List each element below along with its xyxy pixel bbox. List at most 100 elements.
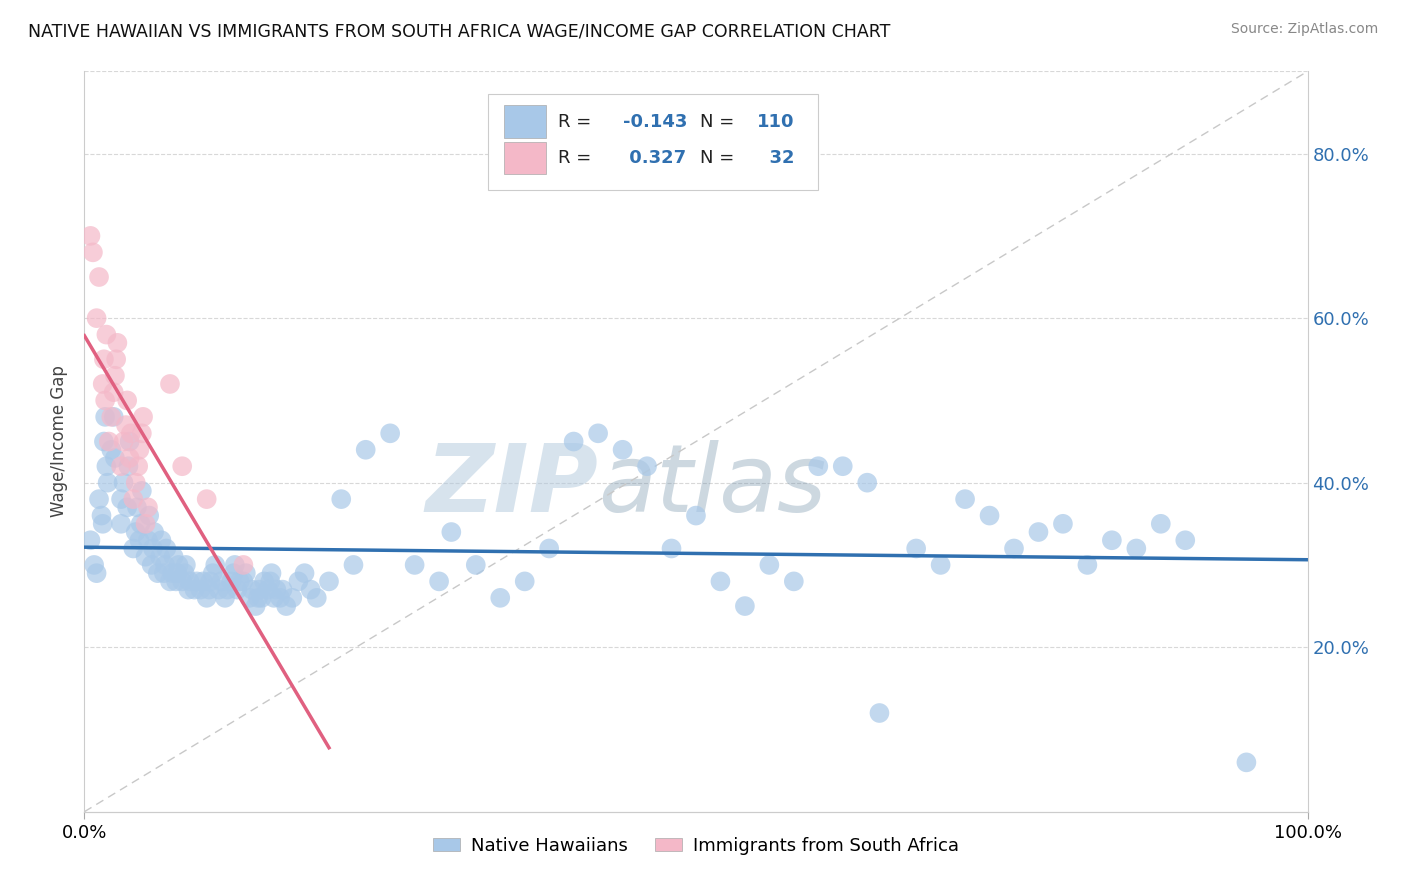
Point [96, 459, 118, 474]
Point [104, 368, 127, 383]
Point [172, 459, 194, 474]
Point [276, 599, 298, 613]
Point [198, 582, 221, 597]
Point [190, 582, 212, 597]
Point [1002, 541, 1025, 556]
Point [342, 558, 364, 572]
Point [186, 574, 208, 589]
Point [149, 549, 172, 564]
Point [783, 574, 806, 589]
Text: -0.143: -0.143 [623, 112, 688, 131]
Point [214, 591, 236, 605]
Point [138, 508, 160, 523]
Point [103, 409, 125, 424]
Point [299, 582, 322, 597]
Point [97, 475, 120, 490]
Point [253, 574, 276, 589]
Point [125, 475, 148, 490]
Point [929, 558, 952, 572]
Point [155, 541, 177, 556]
Point [195, 492, 218, 507]
Point [709, 574, 731, 589]
Point [128, 533, 150, 548]
Point [142, 541, 165, 556]
Point [105, 352, 128, 367]
Point [112, 475, 135, 490]
Point [807, 459, 830, 474]
Point [86, 566, 108, 581]
Point [103, 385, 125, 400]
Point [122, 492, 145, 507]
Point [91, 376, 114, 391]
Point [104, 450, 127, 465]
FancyBboxPatch shape [503, 105, 546, 138]
Point [117, 459, 139, 474]
Point [135, 516, 157, 531]
Point [953, 492, 976, 507]
Point [195, 591, 218, 605]
Point [166, 566, 188, 581]
Point [209, 574, 232, 589]
Point [191, 574, 214, 589]
Point [222, 566, 245, 581]
Point [232, 574, 254, 589]
Point [562, 434, 585, 449]
Point [135, 549, 157, 564]
Point [208, 582, 231, 597]
Point [513, 574, 536, 589]
Point [105, 335, 128, 350]
Point [97, 434, 120, 449]
Point [354, 442, 377, 457]
Point [83, 558, 105, 572]
Point [201, 566, 224, 581]
Point [612, 442, 634, 457]
Point [266, 582, 288, 597]
Point [136, 500, 159, 515]
Point [427, 574, 450, 589]
Point [118, 434, 141, 449]
Point [685, 508, 707, 523]
Point [200, 574, 222, 589]
Point [115, 393, 138, 408]
Point [305, 591, 328, 605]
FancyBboxPatch shape [488, 94, 818, 190]
Point [110, 516, 132, 531]
Point [294, 566, 316, 581]
Point [734, 599, 756, 613]
Point [224, 558, 246, 572]
Point [177, 582, 200, 597]
Point [226, 582, 249, 597]
Point [380, 426, 402, 441]
Point [831, 459, 853, 474]
Point [271, 582, 294, 597]
Point [91, 516, 114, 531]
Text: atlas: atlas [598, 441, 827, 532]
Point [245, 599, 267, 613]
Point [1236, 756, 1258, 770]
Point [240, 582, 263, 597]
Point [125, 500, 148, 515]
Text: N =: N = [700, 112, 734, 131]
Point [856, 475, 879, 490]
Point [131, 483, 153, 498]
Point [120, 426, 142, 441]
Point [238, 591, 260, 605]
Point [1076, 558, 1098, 572]
Point [153, 566, 176, 581]
Point [257, 582, 280, 597]
Text: 110: 110 [758, 112, 794, 131]
Point [146, 566, 169, 581]
Point [87, 492, 110, 507]
Point [250, 591, 273, 605]
Point [94, 393, 117, 408]
Y-axis label: Wage/Income Gap: Wage/Income Gap [51, 366, 69, 517]
Point [758, 558, 780, 572]
Point [259, 574, 281, 589]
Point [159, 376, 181, 391]
Point [464, 558, 486, 572]
Point [93, 352, 115, 367]
Point [79, 228, 101, 243]
Point [150, 533, 173, 548]
Point [94, 409, 117, 424]
Point [141, 558, 163, 572]
